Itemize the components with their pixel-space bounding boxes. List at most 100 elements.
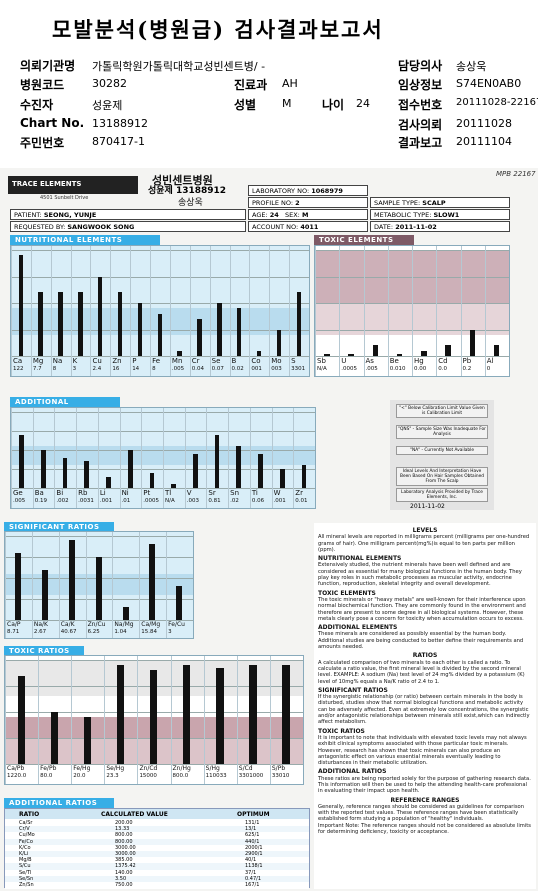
bar-se-hg [116, 665, 125, 764]
hospital-code-value: 30282 [92, 77, 127, 90]
table-row: Mg/B 385.00 40/1 [5, 857, 309, 864]
label-se-hg: Se/Hg [106, 765, 125, 772]
value-s: 3301 [291, 366, 306, 372]
bar-mo [276, 329, 282, 356]
column-divider [236, 656, 238, 784]
label-fe-hg: Fe/Hg [73, 765, 91, 772]
table-row: Zn/Sn 750.00 167/1 [5, 882, 309, 889]
value-ni: .01 [121, 498, 131, 504]
table-row: Cu/Mo 800.00 625/1 [5, 832, 309, 840]
label-zr: Zr [295, 489, 303, 497]
patient-value: 성윤제 [92, 99, 123, 112]
profile-box: PROFILE NO: 2 [248, 197, 368, 208]
column-divider [412, 246, 413, 376]
label-b: B [231, 357, 237, 365]
value-hg: 0.00 [414, 366, 427, 372]
clinical-info-label: 임상정보 [398, 78, 443, 92]
age-sex-box: AGE: 24 SEX: M [248, 209, 368, 220]
grid-line [11, 250, 309, 251]
resident-no-label: 주민번호 [20, 136, 65, 150]
report-date-label: 결과보고 [398, 136, 443, 150]
value-be: 0.010 [389, 366, 406, 372]
column-divider [11, 408, 12, 508]
bar-zn-cd [150, 670, 158, 764]
bar-se [217, 303, 222, 356]
receipt-no-label: 접수번호 [398, 98, 443, 112]
date-box: DATE: 2011-11-02 [370, 221, 510, 232]
label-pt: Pt [143, 489, 151, 497]
age-label: 나이 [322, 98, 345, 112]
bar-co [256, 350, 262, 356]
bar-s [296, 292, 302, 356]
value-tl: N/A [165, 498, 175, 504]
bar-w [279, 469, 285, 488]
column-divider [119, 408, 121, 508]
value-b: 0.02 [231, 366, 244, 372]
label-sr: Sr [208, 489, 216, 497]
handwritten-patient: 성윤제 13188912 [148, 186, 227, 196]
value-ca-pb: 1220.0 [7, 773, 27, 779]
label-ca-k: Ca/K [60, 621, 75, 628]
column-divider [70, 246, 72, 376]
label-be: Be [389, 357, 399, 365]
label-fe: Fe [152, 357, 161, 365]
value-s-pb: 33010 [271, 773, 290, 779]
label-zn-cd: Zn/Cd [139, 765, 158, 772]
column-divider [112, 532, 114, 638]
column-divider [289, 246, 291, 376]
label-mn: Mn [171, 357, 183, 365]
value-v: .003 [186, 498, 199, 504]
bar-ba [40, 450, 46, 488]
column-divider [5, 656, 6, 784]
note-item: Laboratory Analysis Provided by Trace El… [396, 488, 488, 502]
bar-cd [445, 345, 451, 356]
label-sn: Sn [230, 489, 240, 497]
bar-ge [19, 434, 25, 488]
table-row: K/Co 3000.00 2000/1 [5, 844, 309, 852]
table-row: Fe/Co 800.00 440/1 [5, 838, 309, 846]
column-divider [130, 246, 132, 376]
chart-no-label: Chart No. [20, 116, 85, 130]
value-zn-cd: 15000 [139, 773, 157, 779]
toxic-chart: Sb N/A U .0005 As .005 Be 0.010 Hg 0.00 Cd 0.0 Pb 0.2… [314, 245, 510, 377]
chart-no-value: 13188912 [92, 117, 148, 130]
value-bi: .002 [56, 498, 69, 504]
requested-box: REQUESTED BY: SANGWOOK SONG [10, 221, 246, 232]
column-divider [271, 408, 273, 508]
table-row: Se/Sn 3.50 0.47/1 [5, 875, 309, 883]
bar-ti [258, 453, 263, 488]
label-v: V [186, 489, 192, 497]
column-divider [460, 246, 462, 376]
value-fe-hg: 20.0 [73, 773, 86, 779]
column-divider [189, 246, 191, 376]
doctor-label: 담당의사 [398, 59, 443, 73]
lab-no-box: LABORATORY NO: 1068979 [248, 185, 368, 196]
column-divider [90, 246, 92, 376]
value-mg: 7.7 [32, 366, 42, 372]
column-divider [5, 532, 6, 638]
label-zn: Zn [112, 357, 122, 365]
value-pt: .0005 [143, 498, 160, 504]
request-date-label: 검사의뢰 [398, 118, 443, 132]
value-sb: N/A [317, 366, 327, 372]
label-ge: Ge [13, 489, 23, 497]
column-divider [163, 408, 164, 508]
column-divider [269, 656, 271, 784]
label-p: P [132, 357, 137, 365]
bar-ca-k [68, 540, 75, 620]
bar-ni [127, 450, 133, 488]
value-ca-mg: 15.84 [141, 629, 158, 635]
label-na-k: Na/K [33, 621, 48, 628]
grid-line [11, 303, 309, 304]
label-ca: Ca [13, 357, 23, 365]
value-k: 3 [72, 366, 77, 372]
column-divider [150, 246, 152, 376]
label-ti: Ti [251, 489, 258, 497]
bar-mg [38, 292, 43, 356]
bar-zn-hg [183, 665, 191, 764]
value-zn: 16 [112, 366, 120, 372]
column-divider [85, 532, 87, 638]
department-value: AH [282, 77, 298, 90]
label-se: Se [211, 357, 221, 365]
grid-line [11, 276, 309, 278]
